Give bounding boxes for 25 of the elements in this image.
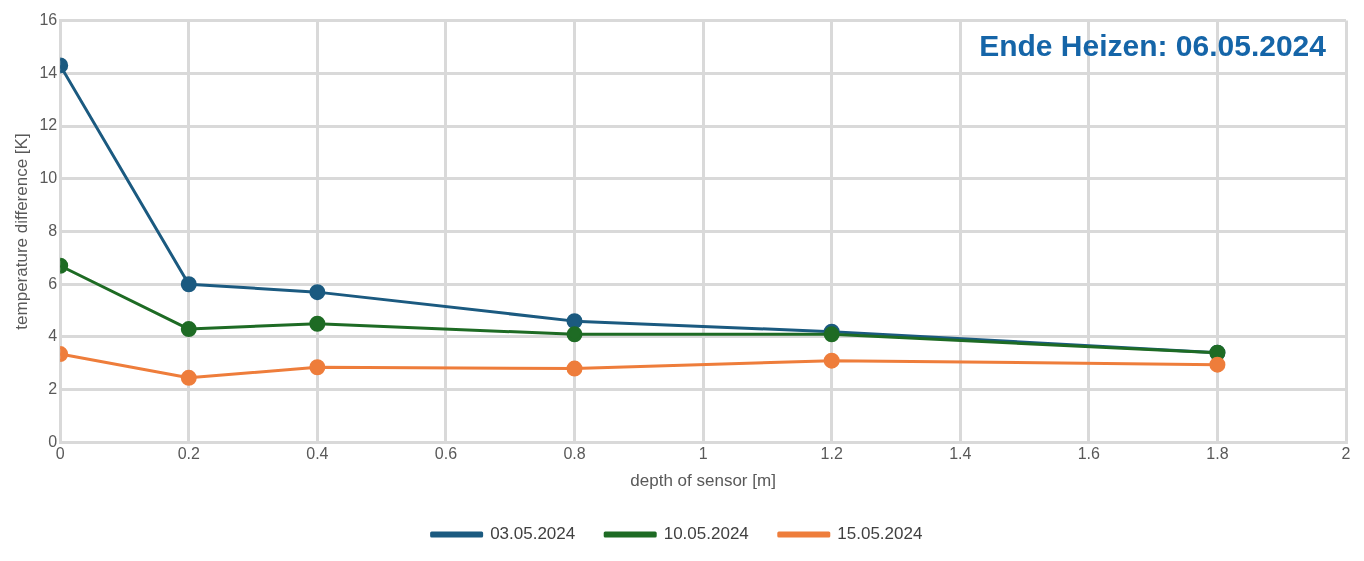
x-axis-title: depth of sensor [m]: [630, 471, 776, 491]
x-tick-label: 1.2: [820, 445, 843, 463]
annotation: Ende Heizen: 06.05.2024: [979, 28, 1327, 62]
y-tick-label: 2: [48, 380, 58, 398]
legend-label: 15.05.2024: [837, 524, 923, 544]
y-tick-label: 4: [48, 327, 58, 345]
x-tick-label: 1.6: [1077, 445, 1101, 463]
legend-label: 10.05.2024: [663, 524, 749, 544]
y-tick-label: 14: [39, 63, 58, 81]
x-tick-label: 1.4: [949, 445, 972, 463]
x-tick-label: 2: [1341, 445, 1351, 463]
legend-label: 03.05.2024: [490, 524, 576, 544]
y-tick-label: 16: [39, 11, 58, 29]
x-tick-label: 0.4: [306, 445, 329, 463]
x-tick-label: 0.6: [434, 445, 458, 463]
y-axis-title: temperature difference [K]: [11, 133, 31, 330]
y-tick-label: 12: [39, 116, 58, 134]
x-tick-label: 1.8: [1206, 445, 1229, 463]
y-tick-label: 0: [48, 432, 58, 450]
x-tick-label: 1: [698, 445, 708, 463]
y-tick-label: 8: [48, 221, 58, 239]
x-tick-label: 0.8: [563, 445, 586, 463]
x-tick-label: 0.2: [177, 445, 200, 463]
y-tick-label: 10: [39, 169, 58, 187]
y-tick-label: 6: [48, 274, 58, 292]
